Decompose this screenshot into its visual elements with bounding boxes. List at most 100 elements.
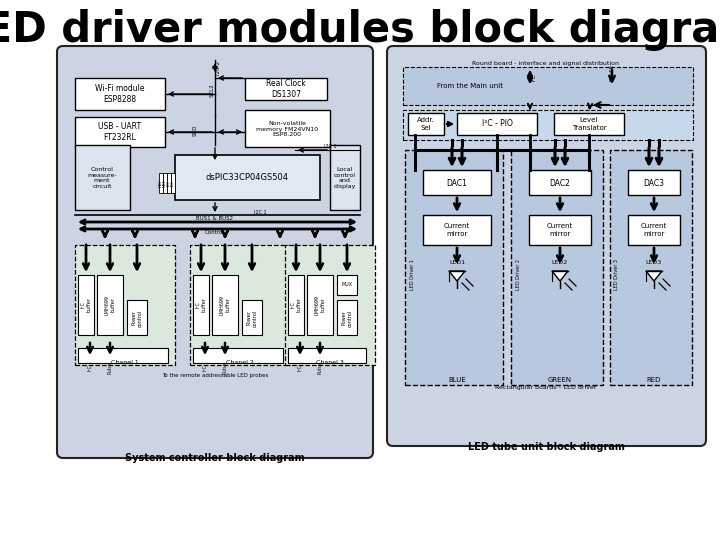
Bar (159, 173, 163, 193)
Text: Local
control
and
display: Local control and display (334, 167, 356, 189)
Text: PULSE: PULSE (610, 63, 614, 80)
Bar (127, 300, 147, 335)
Polygon shape (449, 271, 465, 281)
Text: I2C: I2C (167, 180, 171, 186)
Text: Wi-Fi module
ESP8288: Wi-Fi module ESP8288 (95, 84, 145, 104)
Bar (75, 78, 165, 110)
Text: LMH699
buffer: LMH699 buffer (315, 295, 325, 315)
Text: I2C 2: I2C 2 (217, 61, 222, 75)
Text: Current
mirror: Current mirror (641, 224, 667, 237)
Text: I2C 1: I2C 1 (253, 210, 266, 214)
Bar (307, 275, 333, 335)
Text: Chanel 1: Chanel 1 (111, 360, 139, 365)
Text: DAC2: DAC2 (549, 179, 570, 187)
Text: Chanel 3: Chanel 3 (316, 360, 344, 365)
Text: MS0: MS0 (158, 179, 163, 187)
Text: MUX: MUX (341, 282, 353, 287)
Bar (554, 113, 624, 135)
Bar (628, 215, 680, 245)
Text: Power
control: Power control (246, 309, 258, 327)
Bar (75, 145, 130, 210)
Bar (175, 155, 320, 200)
Text: Pulse: Pulse (222, 362, 228, 374)
Text: Control: Control (205, 231, 225, 235)
Text: To the remote addressable LED probes: To the remote addressable LED probes (162, 374, 268, 379)
Text: USB - UART
FT232RL: USB - UART FT232RL (99, 122, 142, 141)
Text: I²C: I²C (202, 364, 207, 372)
Bar (163, 173, 166, 193)
Bar (529, 215, 591, 245)
Bar (628, 170, 680, 195)
Text: RED: RED (647, 377, 661, 383)
Text: I²C - PIO: I²C - PIO (482, 119, 513, 129)
Text: I²C
buffer: I²C buffer (81, 298, 91, 313)
Text: DAC1: DAC1 (446, 179, 467, 187)
Text: I²C: I²C (531, 73, 536, 81)
Text: Current
mirror: Current mirror (547, 224, 573, 237)
Text: Pulse: Pulse (318, 362, 323, 374)
Bar (423, 170, 491, 195)
Bar (288, 275, 304, 335)
Bar (285, 245, 375, 365)
FancyBboxPatch shape (57, 46, 373, 458)
Text: dsPIC33CP04GS504: dsPIC33CP04GS504 (205, 173, 289, 183)
Text: Control
measure-
ment
circuit: Control measure- ment circuit (87, 167, 117, 189)
Bar (403, 110, 693, 140)
Text: I2C 1: I2C 1 (324, 145, 336, 150)
Bar (337, 300, 357, 335)
Bar (78, 348, 168, 363)
Text: MS1: MS1 (163, 179, 167, 187)
Text: BLUE: BLUE (448, 377, 466, 383)
Text: LMH699
buffer: LMH699 buffer (104, 295, 115, 315)
Text: BUS1 & BUS2: BUS1 & BUS2 (197, 215, 233, 220)
Bar (193, 348, 283, 363)
Text: LED Driver 3: LED Driver 3 (614, 260, 619, 291)
Bar (212, 275, 238, 335)
Bar (405, 150, 503, 385)
Text: LED2: LED2 (552, 260, 568, 265)
Text: DAC3: DAC3 (644, 179, 665, 187)
FancyBboxPatch shape (387, 46, 706, 446)
Bar (193, 275, 209, 335)
Bar (97, 275, 123, 335)
Bar (75, 245, 175, 365)
Text: Addr.
Sel: Addr. Sel (417, 118, 435, 131)
Text: Power
control: Power control (132, 309, 143, 327)
Text: GREEN: GREEN (548, 377, 572, 383)
Bar (408, 113, 444, 135)
Text: Rectangular boards – LED driver: Rectangular boards – LED driver (495, 386, 597, 390)
Text: SCL2: SCL2 (210, 83, 215, 97)
Bar (245, 78, 327, 100)
Text: LED1: LED1 (449, 260, 465, 265)
Text: System controller block diagram: System controller block diagram (125, 453, 305, 463)
Text: I²C
buffer: I²C buffer (291, 298, 302, 313)
Bar (245, 110, 330, 147)
Bar (288, 348, 366, 363)
Bar (171, 173, 174, 193)
Polygon shape (552, 271, 568, 281)
Text: Level
Translator: Level Translator (572, 118, 606, 131)
Text: Round board - interface and signal distribution: Round board - interface and signal distr… (472, 60, 619, 65)
Text: Pulse: Pulse (107, 362, 112, 374)
Bar (75, 117, 165, 147)
Bar (167, 173, 171, 193)
Text: I²C: I²C (88, 364, 92, 372)
Text: Chanel 2: Chanel 2 (226, 360, 254, 365)
Text: Real Clock
DS1307: Real Clock DS1307 (266, 79, 306, 99)
Bar (337, 275, 357, 295)
Text: Current
mirror: Current mirror (444, 224, 470, 237)
Bar (423, 215, 491, 245)
Text: SCD: SCD (192, 124, 197, 136)
Text: LED3: LED3 (646, 260, 662, 265)
Bar (610, 150, 692, 385)
Text: LED tube unit block diagram: LED tube unit block diagram (467, 442, 624, 452)
Bar (242, 300, 262, 335)
Bar (78, 275, 94, 335)
Bar (511, 150, 603, 385)
Polygon shape (646, 271, 662, 281)
Text: Non-volatile
memory FM24VN10
ESP8.200: Non-volatile memory FM24VN10 ESP8.200 (256, 121, 318, 137)
Text: I2C: I2C (171, 180, 175, 186)
Bar (529, 170, 591, 195)
Text: LED Driver 2: LED Driver 2 (516, 260, 521, 291)
Text: Power
control: Power control (341, 309, 352, 327)
